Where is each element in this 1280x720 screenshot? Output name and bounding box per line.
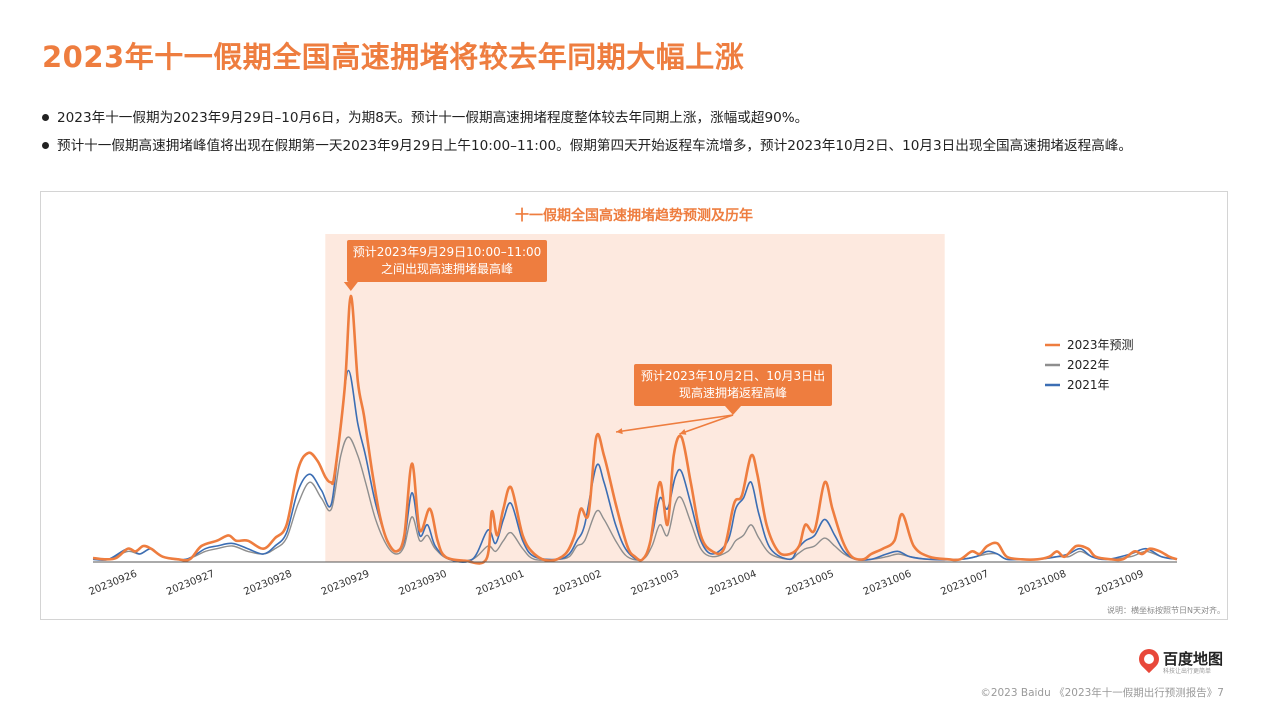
x-tick-label: 20230928 (242, 569, 293, 598)
x-tick-label: 20231004 (707, 569, 758, 598)
x-tick-label: 20231003 (630, 569, 681, 598)
annotation-arrowhead (679, 429, 687, 435)
baidu-map-logo: 百度地图 科技让出行更简单 (1134, 644, 1231, 676)
chart-note: 说明：横坐标按照节日N天对齐。 (1107, 605, 1225, 615)
page-title: 2023年十一假期全国高速拥堵将较去年同期大幅上涨 (42, 40, 745, 74)
x-tick-label: 20231009 (1094, 569, 1145, 598)
bullet-dot (42, 113, 49, 121)
annotation-arrowhead (616, 428, 623, 435)
logo-subtext: 科技让出行更简单 (1163, 668, 1212, 675)
annotation-text: 预计2023年9月29日10:00–11:00 (353, 245, 542, 259)
x-tick-label: 20230929 (320, 569, 371, 598)
annotation-arrow (679, 414, 734, 435)
trend-chart: 十一假期全国高速拥堵趋势预测及历年 20230926 20230927 202309… (88, 207, 1225, 615)
chart-title: 十一假期全国高速拥堵趋势预测及历年 (515, 207, 753, 224)
annotation-text: 预计2023年10月2日、10月3日出 (641, 369, 825, 383)
annotation-text: 之间出现高速拥堵最高峰 (381, 261, 513, 276)
x-tick-label: 20231005 (784, 569, 835, 598)
bullet-item: 2023年十一假期为2023年9月29日–10月6日，为期8天。预计十一假期高速… (42, 106, 808, 126)
annotation-pointer (725, 406, 741, 415)
legend-label: 2022年 (1067, 358, 1110, 372)
map-pin-icon (1134, 644, 1164, 674)
x-tick-label: 20231002 (552, 569, 603, 598)
annotation-text: 现高速拥堵返程高峰 (679, 385, 787, 400)
series-line-0 (92, 294, 1178, 565)
legend-label: 2023年预测 (1067, 338, 1134, 352)
x-tick-label: 20231008 (1017, 569, 1068, 598)
logo-text: 百度地图 (1163, 650, 1224, 668)
chart-container: 十一假期全国高速拥堵趋势预测及历年 20230926 20230927 202309… (40, 191, 1228, 620)
footer-copyright: ©2023 Baidu 《2023年十一假期出行预测报告》7 (980, 687, 1224, 699)
bullet-dot (42, 141, 49, 149)
bullet-item: 预计十一假期高速拥堵峰值将出现在假期第一天2023年9月29日上午10:00–1… (42, 134, 1132, 154)
annotation-pointer (343, 282, 358, 291)
x-tick-label: 20230927 (165, 569, 216, 598)
legend-label: 2021年 (1067, 378, 1110, 392)
annotation-callout (347, 240, 547, 282)
x-tick-label: 20231001 (475, 569, 526, 598)
x-tick-label: 20231006 (862, 569, 913, 598)
bullet-text: 预计十一假期高速拥堵峰值将出现在假期第一天2023年9月29日上午10:00–1… (57, 138, 1132, 154)
x-tick-label: 20230930 (397, 569, 448, 598)
annotation-arrow (615, 414, 734, 433)
x-tick-label: 20230926 (88, 569, 139, 598)
x-tick-label: 20231007 (939, 569, 990, 598)
annotation-callout (634, 364, 832, 406)
bullet-text: 2023年十一假期为2023年9月29日–10月6日，为期8天。预计十一假期高速… (57, 110, 809, 126)
